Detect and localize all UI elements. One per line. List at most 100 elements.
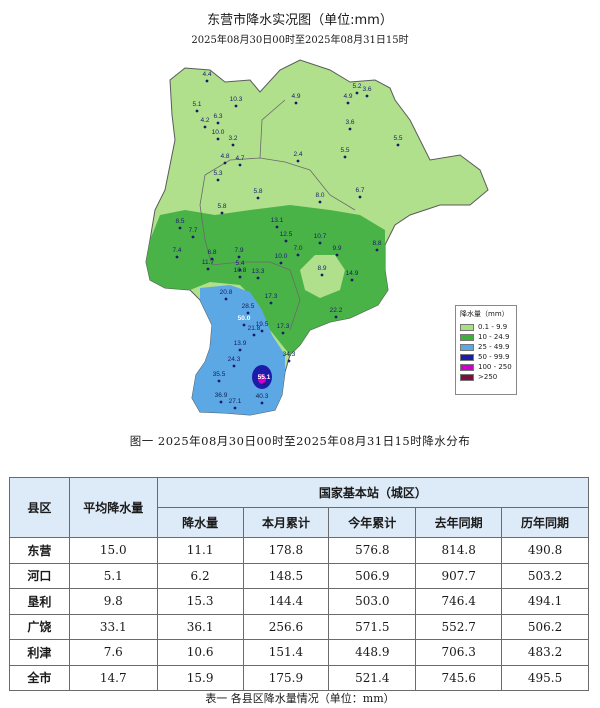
legend-item: 50 - 99.9 — [460, 352, 512, 362]
station-value: 35.5 — [213, 371, 226, 378]
station-value: 5.5 — [340, 147, 349, 154]
station-marker — [238, 268, 242, 272]
station-marker — [355, 91, 359, 95]
station-marker — [234, 104, 238, 108]
station-value: 21.8 — [248, 325, 261, 332]
cell-last-year: 746.4 — [415, 588, 503, 615]
cell-year-total: 448.9 — [328, 639, 417, 666]
station-marker — [216, 178, 220, 182]
cell-history: 494.1 — [501, 588, 589, 615]
cell-county: 河口 — [9, 562, 70, 589]
cell-avg: 7.6 — [68, 639, 158, 666]
header-month-total: 本月累计 — [242, 507, 330, 538]
station-marker — [191, 235, 195, 239]
cell-history: 483.2 — [501, 639, 589, 666]
rain-zone-10-25 — [146, 205, 388, 355]
station-marker — [334, 315, 338, 319]
station-marker — [238, 275, 242, 279]
station-marker — [350, 278, 354, 282]
station-marker — [233, 406, 237, 410]
station-marker — [260, 401, 264, 405]
station-marker — [335, 253, 339, 257]
cell-last-year: 552.7 — [415, 613, 503, 640]
legend-swatch — [460, 373, 474, 381]
cell-month-total: 256.6 — [242, 613, 330, 640]
legend-item: 0.1 - 9.9 — [460, 322, 512, 332]
station-value: 6.7 — [355, 187, 364, 194]
station-marker — [195, 109, 199, 113]
station-marker — [246, 311, 250, 315]
station-marker — [346, 101, 350, 105]
table-row: 河口 5.1 6.2 148.5 506.9 907.7 503.2 — [9, 562, 589, 589]
station-marker — [220, 211, 224, 215]
header-last-year: 去年同期 — [415, 507, 503, 538]
legend-item: 10 - 24.9 — [460, 332, 512, 342]
cell-county: 利津 — [9, 639, 70, 666]
map-subtitle: 2025年08月30日00时至2025年08月31日15时 — [191, 35, 409, 46]
station-marker — [223, 161, 227, 165]
station-marker — [237, 255, 241, 259]
station-marker — [281, 331, 285, 335]
cell-county: 垦利 — [9, 588, 70, 615]
station-value: 5.2 — [352, 83, 361, 90]
station-value: 5.3 — [213, 170, 222, 177]
station-marker — [203, 125, 207, 129]
station-value: 3.2 — [228, 135, 237, 142]
legend-swatch — [460, 343, 474, 351]
station-marker — [217, 379, 221, 383]
station-marker — [256, 276, 260, 280]
station-marker — [269, 301, 273, 305]
cell-rain: 11.1 — [156, 537, 244, 564]
station-value: 13.9 — [234, 340, 247, 347]
station-value: 10.0 — [212, 129, 225, 136]
station-marker — [205, 79, 209, 83]
cell-rain: 15.9 — [156, 664, 244, 691]
table-row: 利津 7.6 10.6 151.4 448.9 706.3 483.2 — [9, 639, 589, 666]
legend-item: 25 - 49.9 — [460, 342, 512, 352]
figure-caption: 图一 2025年08月30日00时至2025年08月31日15时降水分布 — [129, 434, 471, 448]
cell-avg: 33.1 — [68, 613, 158, 640]
station-value: 36.9 — [215, 392, 228, 399]
station-value: 24.3 — [228, 356, 241, 363]
station-marker — [296, 159, 300, 163]
map-title: 东营市降水实况图（单位:mm） — [207, 13, 393, 28]
cell-county: 广饶 — [9, 613, 70, 640]
station-marker — [318, 200, 322, 204]
station-marker — [279, 261, 283, 265]
station-value: 20.8 — [220, 289, 233, 296]
station-marker — [242, 323, 246, 327]
station-value: 8.5 — [175, 218, 184, 225]
station-value: 3.6 — [362, 86, 371, 93]
cell-rain: 15.3 — [156, 588, 244, 615]
station-value: 6.8 — [207, 249, 216, 256]
station-marker — [343, 155, 347, 159]
cell-month-total: 175.9 — [242, 664, 330, 691]
legend-item: 100 - 250 — [460, 362, 512, 372]
station-value: 3.6 — [345, 119, 354, 126]
station-marker — [231, 143, 235, 147]
station-value: 17.3 — [277, 323, 290, 330]
legend-swatch — [460, 333, 474, 341]
cell-last-year: 745.6 — [415, 664, 503, 691]
station-marker — [358, 195, 362, 199]
station-marker — [396, 143, 400, 147]
station-value: 5.4 — [235, 260, 244, 267]
station-marker — [238, 163, 242, 167]
station-value: 13.1 — [271, 217, 284, 224]
cell-avg: 5.1 — [68, 562, 158, 589]
cell-avg: 9.8 — [68, 588, 158, 615]
station-value: 2.4 — [293, 151, 302, 158]
cell-last-year: 907.7 — [415, 562, 503, 589]
cell-avg: 15.0 — [68, 537, 158, 564]
rain-zone-light-patch — [300, 255, 345, 298]
rain-zone-100-250 — [258, 374, 266, 384]
station-value: 7.4 — [172, 247, 181, 254]
station-value: 13.3 — [252, 268, 265, 275]
cell-year-total: 506.9 — [328, 562, 417, 589]
station-marker — [260, 329, 264, 333]
station-value: 8.0 — [315, 192, 324, 199]
station-value: 5.8 — [217, 203, 226, 210]
station-marker — [210, 257, 214, 261]
station-value: 4.8 — [220, 153, 229, 160]
header-year-total: 今年累计 — [328, 507, 417, 538]
